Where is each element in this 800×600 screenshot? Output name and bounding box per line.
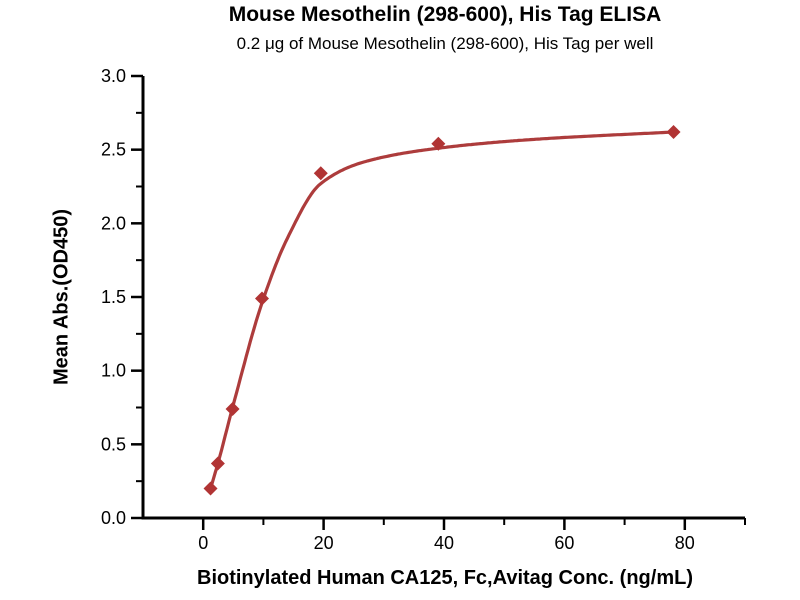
- chart-subtitle: 0.2 μg of Mouse Mesothelin (298-600), Hi…: [236, 34, 654, 53]
- x-axis-label: Biotinylated Human CA125, Fc,Avitag Conc…: [197, 567, 693, 589]
- y-tick-label: 0.0: [101, 508, 126, 528]
- axis-lines: [141, 76, 745, 520]
- y-tick-label: 3.0: [101, 66, 126, 86]
- y-axis-label: Mean Abs.(OD450): [50, 209, 73, 385]
- data-point-marker: [431, 136, 446, 151]
- y-tick-label: 1.5: [101, 287, 126, 307]
- data-point-marker: [210, 456, 225, 471]
- y-tick-label: 0.5: [101, 434, 126, 454]
- y-tick-label: 2.0: [101, 213, 126, 233]
- data-point-marker: [255, 291, 270, 306]
- chart-title: Mouse Mesothelin (298-600), His Tag ELIS…: [228, 3, 662, 26]
- y-tick-label: 1.0: [101, 361, 126, 381]
- x-tick-label: 20: [314, 533, 334, 553]
- data-point-marker: [313, 166, 328, 181]
- x-tick-label: 40: [434, 533, 454, 553]
- data-point-marker: [203, 481, 218, 496]
- x-tick-label: 80: [675, 533, 695, 553]
- y-tick-label: 2.5: [101, 140, 126, 160]
- x-tick-label: 60: [554, 533, 574, 553]
- x-tick-label: 0: [198, 533, 208, 553]
- data-point-marker: [225, 401, 240, 416]
- fit-curve: [208, 130, 676, 491]
- data-point-marker: [666, 124, 681, 139]
